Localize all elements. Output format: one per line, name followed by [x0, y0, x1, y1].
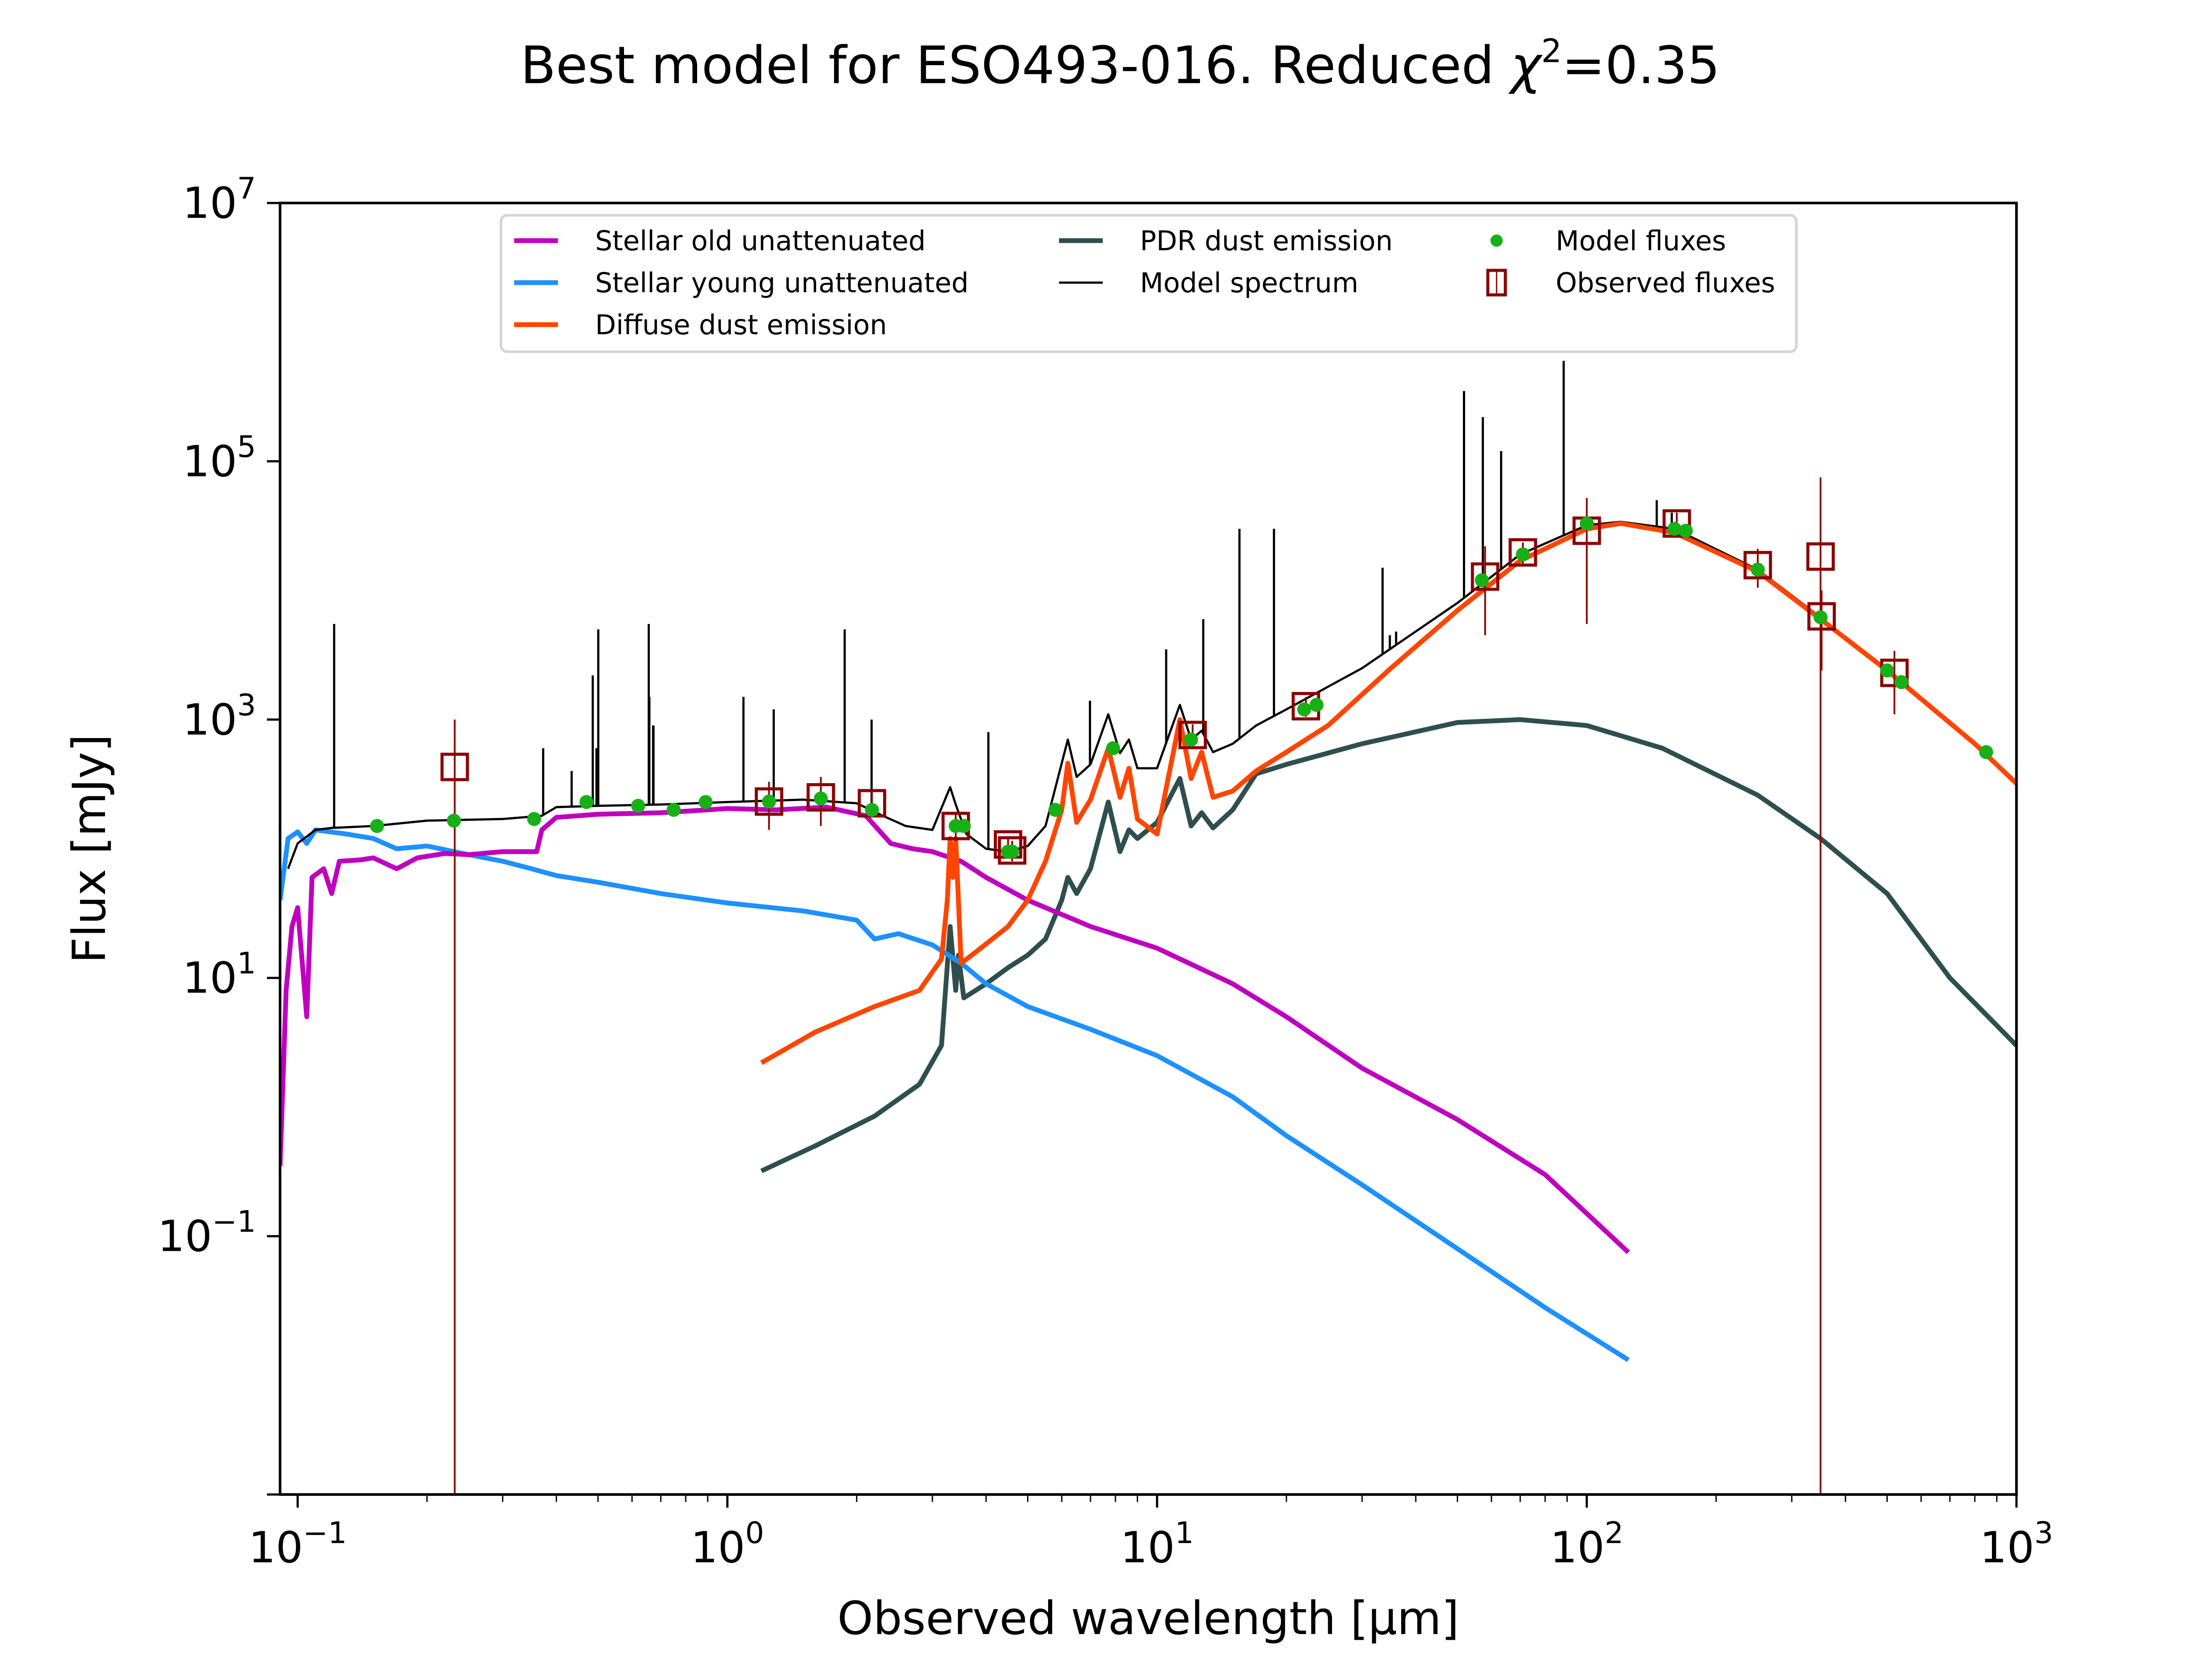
- legend-swatch-model-fluxes: [1490, 234, 1503, 247]
- model-flux-marker: [1813, 610, 1828, 624]
- title-prefix: Best model for ESO493-016. Reduced: [520, 35, 1511, 95]
- observed-flux-marker: [1806, 542, 1835, 571]
- legend-frame: [500, 214, 1798, 353]
- observed-flux-marker: [1662, 509, 1691, 538]
- series-pdr-dust-emission: [760, 717, 2016, 1173]
- model-flux-marker: [447, 813, 461, 828]
- model-flux-marker: [1679, 524, 1693, 538]
- series-stellar-young-unattenuated: [280, 827, 1630, 1362]
- y-tick-label: 103: [182, 688, 256, 745]
- tick-base: 10: [158, 1212, 212, 1262]
- legend-label-observed-fluxes: Observed fluxes: [1556, 267, 1775, 299]
- legend-label-stellar-young-unattenuated: Stellar young unattenuated: [595, 267, 968, 299]
- model-flux-marker: [1005, 844, 1019, 859]
- tick-exponent: 1: [237, 946, 256, 981]
- legend-label-stellar-old-unattenuated: Stellar old unattenuated: [595, 225, 926, 257]
- chart-title: Best model for ESO493-016. Reduced χ2=0.…: [520, 32, 1720, 95]
- legend-label-diffuse-dust-emission: Diffuse dust emission: [595, 309, 887, 341]
- model-flux-marker: [813, 791, 828, 806]
- model-flux-marker: [1048, 803, 1062, 817]
- title-suffix: =0.35: [1562, 35, 1720, 95]
- tick-base: 10: [1980, 1523, 2034, 1573]
- tick-exponent: 2: [1605, 1516, 1623, 1550]
- model-flux-marker: [698, 795, 713, 809]
- model-flux-marker: [579, 795, 594, 809]
- tick-base: 10: [1550, 1523, 1605, 1573]
- tick-base: 10: [1120, 1523, 1175, 1573]
- y-tick-label: 107: [182, 172, 256, 228]
- model-flux-marker: [666, 803, 681, 817]
- observed-flux-marker: [1178, 721, 1207, 749]
- x-tick-label: 101: [1120, 1516, 1194, 1573]
- model-flux-marker: [762, 794, 776, 809]
- model-flux-marker: [1106, 741, 1120, 756]
- tick-exponent: −1: [212, 1205, 256, 1239]
- model-flux-marker: [1667, 522, 1682, 536]
- observed-flux-marker: [1807, 602, 1836, 631]
- observed-flux-marker: [998, 836, 1027, 865]
- series-diffuse-dust-emission: [760, 521, 2016, 1065]
- model-flux-marker: [957, 819, 971, 833]
- x-axis-label: Observed wavelength [μm]: [838, 1592, 1459, 1645]
- model-flux-marker: [1475, 573, 1489, 588]
- observed-flux-marker: [1508, 538, 1537, 567]
- legend-label-model-fluxes: Model fluxes: [1556, 225, 1726, 257]
- x-tick-label: 100: [691, 1516, 764, 1573]
- tick-base: 10: [182, 953, 237, 1003]
- model-flux-marker: [527, 812, 541, 826]
- tick-base: 10: [691, 1523, 745, 1573]
- legend-label-model-spectrum: Model spectrum: [1140, 267, 1358, 299]
- tick-exponent: 3: [237, 688, 256, 723]
- observed-flux-marker: [1471, 562, 1500, 591]
- model-flux-marker: [1309, 698, 1324, 712]
- observed-flux-marker: [806, 783, 835, 812]
- tick-base: 10: [249, 1523, 303, 1573]
- model-flux-marker: [1515, 547, 1530, 562]
- model-flux-marker: [1297, 702, 1311, 717]
- tick-exponent: 3: [2034, 1516, 2053, 1550]
- tick-exponent: 0: [745, 1516, 764, 1550]
- legend-label-pdr-dust-emission: PDR dust emission: [1140, 225, 1393, 257]
- tick-exponent: 7: [237, 172, 256, 206]
- y-tick-label: 10−1: [158, 1205, 256, 1262]
- model-flux-marker: [1894, 675, 1909, 690]
- model-flux-marker: [865, 803, 879, 817]
- observed-flux-marker: [754, 787, 783, 816]
- y-tick-label: 105: [182, 430, 256, 486]
- x-tick-label: 102: [1550, 1516, 1623, 1573]
- x-axis: 10−1 100 101 102 103: [249, 1494, 2053, 1573]
- model-flux-marker: [1580, 516, 1594, 531]
- legend: Stellar old unattenuated Stellar young un…: [500, 214, 1798, 353]
- y-tick-label: 101: [182, 946, 256, 1003]
- observed-flux-marker: [1743, 551, 1772, 580]
- tick-base: 10: [182, 695, 237, 745]
- x-tick-label: 103: [1980, 1516, 2053, 1573]
- model-flux-marker: [370, 819, 384, 833]
- marker-layer: [370, 477, 1993, 1494]
- x-tick-label: 10−1: [249, 1516, 347, 1573]
- model-flux-marker: [1750, 562, 1765, 577]
- tick-exponent: 5: [237, 430, 256, 464]
- model-flux-marker: [1880, 663, 1894, 678]
- y-axis-label: Flux [mJy]: [63, 734, 116, 963]
- tick-base: 10: [182, 178, 237, 228]
- model-flux-marker: [1184, 732, 1198, 747]
- tick-base: 10: [182, 437, 237, 486]
- tick-exponent: −1: [303, 1516, 347, 1550]
- title-chi: χ: [1508, 35, 1543, 95]
- model-flux-marker: [1979, 745, 1993, 760]
- series-layer: [280, 360, 2016, 1362]
- model-flux-marker: [631, 798, 645, 813]
- series-stellar-old-unattenuated: [280, 805, 1630, 1254]
- title-sup: 2: [1541, 32, 1562, 70]
- observed-flux-marker: [440, 752, 469, 781]
- tick-exponent: 1: [1175, 1516, 1194, 1550]
- plot-frame: [279, 202, 2018, 1496]
